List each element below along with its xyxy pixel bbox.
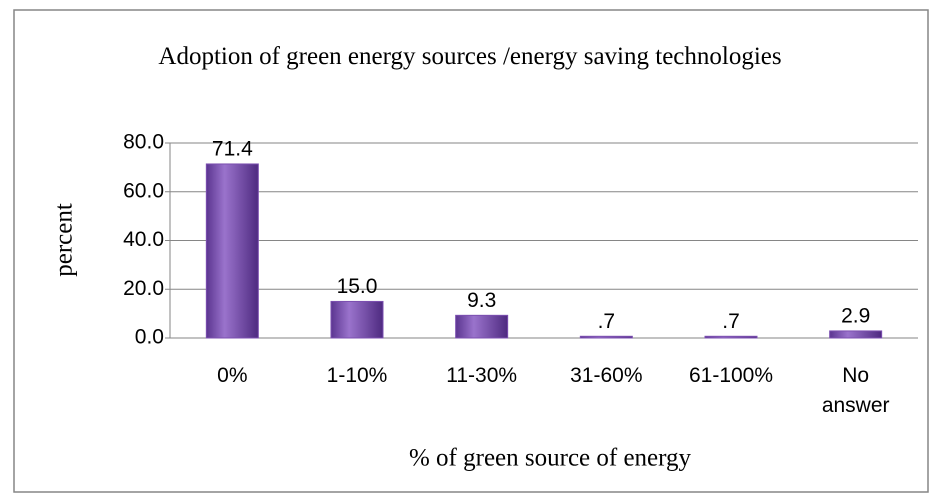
y-tick-label: 20.0: [123, 277, 164, 300]
data-label: 15.0: [337, 275, 378, 298]
chart-title: Adoption of green energy sources /energy…: [158, 43, 781, 70]
bar: [704, 335, 758, 339]
data-label: 2.9: [841, 304, 870, 327]
y-tick-label: 40.0: [123, 228, 164, 251]
x-tick-label: 11-30%: [446, 364, 517, 387]
bar: [829, 330, 883, 339]
x-tick-label: 0%: [217, 364, 247, 387]
x-tick-label: 1-10%: [327, 364, 388, 387]
x-tick-label: No answer: [822, 364, 890, 417]
data-label: 71.4: [212, 138, 253, 161]
y-tick-label: 80.0: [123, 131, 164, 154]
y-axis-label: percent: [51, 203, 78, 277]
bar: [330, 300, 384, 339]
x-tick-label: 61-100%: [689, 364, 773, 387]
x-tick-label: 31-60%: [570, 364, 642, 387]
x-axis-label: % of green source of energy: [409, 445, 692, 472]
bar: [579, 335, 633, 339]
bar: [205, 163, 259, 339]
chart-frame: [13, 9, 929, 493]
data-label: .7: [598, 310, 616, 333]
data-label: .7: [722, 310, 740, 333]
y-tick-label: 60.0: [123, 179, 164, 202]
bar: [455, 314, 509, 339]
data-label: 9.3: [467, 289, 496, 312]
y-tick-label: 0.0: [135, 326, 164, 349]
